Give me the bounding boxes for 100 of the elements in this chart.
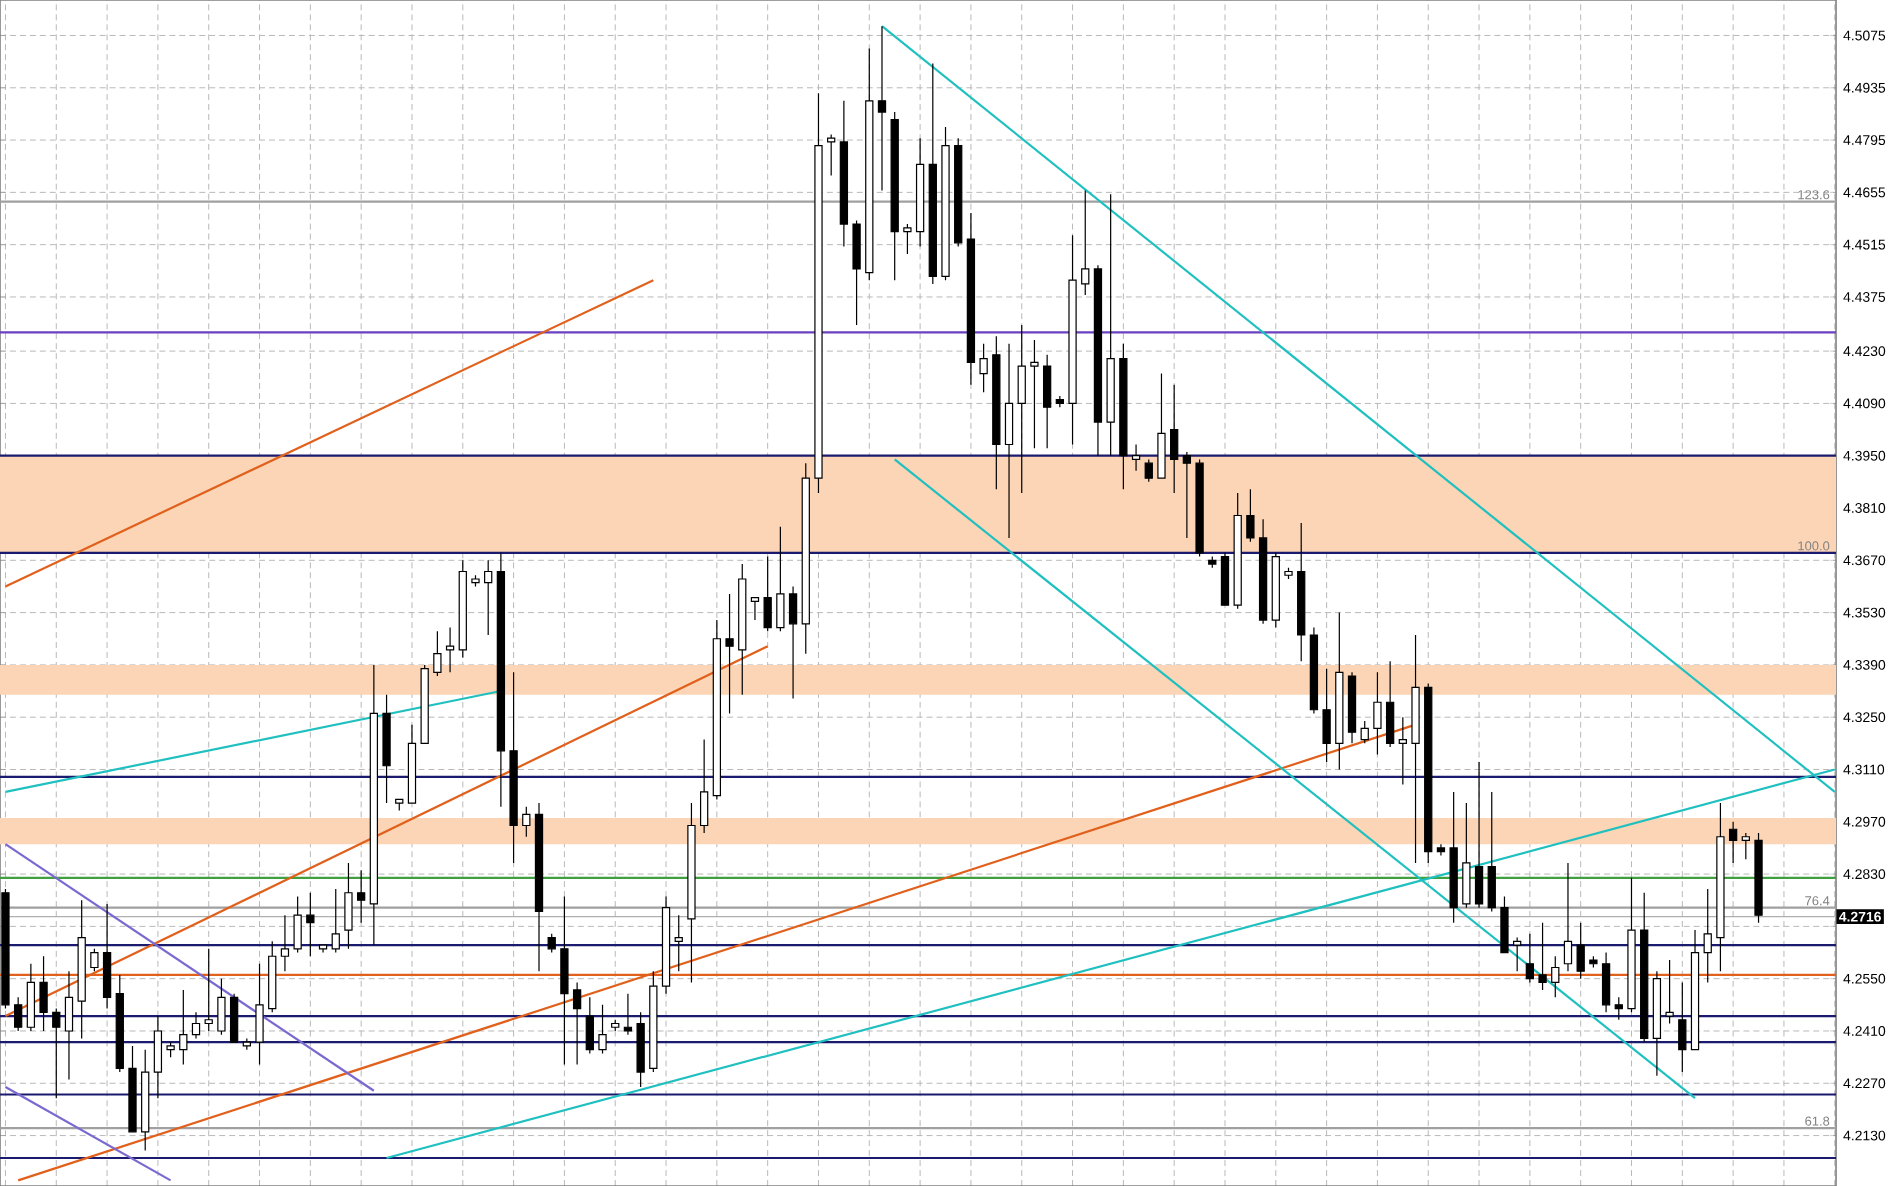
- candlestick: [1462, 802, 1471, 909]
- candlestick: [1551, 955, 1560, 998]
- candlestick: [204, 948, 213, 1032]
- candlestick: [1640, 892, 1649, 1043]
- candlestick: [496, 552, 506, 808]
- candlestick: [687, 802, 696, 984]
- candlestick: [534, 802, 544, 972]
- candlestick: [915, 137, 925, 248]
- candlestick: [14, 996, 23, 1032]
- candlestick: [890, 111, 899, 281]
- candlestick: [954, 137, 963, 248]
- candlestick: [153, 1015, 163, 1099]
- candlestick: [1284, 567, 1293, 580]
- candlestick: [1627, 877, 1636, 1013]
- candlestick: [1030, 339, 1039, 449]
- candlestick: [1258, 518, 1268, 625]
- candlestick: [115, 974, 124, 1073]
- candlestick: [598, 1004, 607, 1054]
- candlestick: [839, 100, 849, 248]
- candlestick: [1106, 193, 1115, 457]
- candlestick: [471, 574, 480, 588]
- candlestick: [1373, 671, 1382, 756]
- candlestick: [966, 212, 976, 386]
- candlestick: [1042, 354, 1052, 449]
- candlestick: [395, 798, 404, 812]
- candlestick: [763, 555, 772, 632]
- candlestick: [344, 862, 353, 950]
- candlestick: [611, 1019, 620, 1032]
- candlestick: [1449, 791, 1458, 924]
- candlestick: [1271, 552, 1280, 629]
- candlestick: [191, 1011, 201, 1040]
- candlestick: [560, 895, 569, 1066]
- candlestick: [1728, 821, 1738, 864]
- candlestick: [788, 585, 798, 700]
- candlestick: [128, 1045, 137, 1133]
- candlestick: [458, 559, 467, 659]
- candlestick: [1246, 488, 1255, 543]
- candlestick: [1703, 888, 1712, 984]
- candlestick: [1716, 802, 1725, 972]
- candlestick: [420, 664, 429, 744]
- candlestick: [776, 526, 785, 632]
- candlestick: [903, 223, 912, 255]
- candlestick: [1665, 959, 1674, 1025]
- candlestick: [801, 462, 810, 655]
- candlestick: [1601, 951, 1611, 1013]
- candlestick: [1411, 634, 1420, 864]
- candlestick: [1119, 343, 1128, 490]
- candlestick: [1563, 862, 1573, 972]
- candlestick: [77, 899, 86, 1040]
- candlestick: [369, 664, 379, 946]
- candlestick: [1652, 970, 1662, 1077]
- candlestick: [750, 597, 760, 621]
- candlestick: [1538, 922, 1547, 991]
- candlestick: [1170, 384, 1179, 494]
- candlestick: [306, 892, 315, 957]
- candlestick: [852, 219, 861, 326]
- candlestick: [382, 694, 391, 804]
- candlestick: [90, 948, 99, 972]
- candlestick: [1093, 264, 1103, 457]
- candlestick: [1309, 626, 1319, 715]
- candlestick: [1754, 832, 1763, 924]
- candlestick: [585, 996, 594, 1054]
- candlestick: [1614, 996, 1623, 1021]
- candlestick: [661, 895, 671, 995]
- candlestick: [623, 993, 633, 1036]
- candlestick: [1690, 929, 1700, 1051]
- candlestick: [1678, 981, 1687, 1073]
- candlestick: [649, 970, 658, 1073]
- candlestick: [217, 978, 226, 1036]
- candlestick: [1436, 843, 1446, 857]
- candlestick: [1195, 458, 1204, 558]
- candlestick: [1157, 372, 1166, 479]
- candlestick: [865, 47, 874, 281]
- candlestick: [26, 963, 36, 1032]
- candlestick: [102, 903, 112, 1010]
- candlestick: [1500, 895, 1509, 954]
- candlestick: [141, 1049, 150, 1152]
- candlestick: [1487, 791, 1496, 913]
- candlestick: [357, 869, 366, 924]
- candlestick: [547, 933, 556, 954]
- candlestick: [1525, 933, 1535, 984]
- candlestick: [1741, 832, 1750, 860]
- candlestick: [484, 559, 493, 636]
- candlestick: [509, 671, 518, 864]
- candlestick: [407, 724, 417, 804]
- candlestick: [979, 343, 988, 393]
- candlestick: [1131, 443, 1141, 472]
- candlestick: [39, 955, 48, 1032]
- candlestick: [1322, 668, 1331, 763]
- candlestick: [268, 940, 277, 1013]
- candlestick: [1208, 555, 1217, 569]
- candlestick: [1233, 492, 1242, 610]
- candlestick: [992, 335, 1001, 490]
- candlestick: [179, 989, 188, 1066]
- candlestick: [1144, 458, 1153, 483]
- candlestick: [674, 914, 683, 972]
- candlestick: [280, 914, 290, 972]
- candlestick: [293, 895, 302, 954]
- candlestick: [1017, 324, 1026, 494]
- candlestick: [1398, 716, 1407, 786]
